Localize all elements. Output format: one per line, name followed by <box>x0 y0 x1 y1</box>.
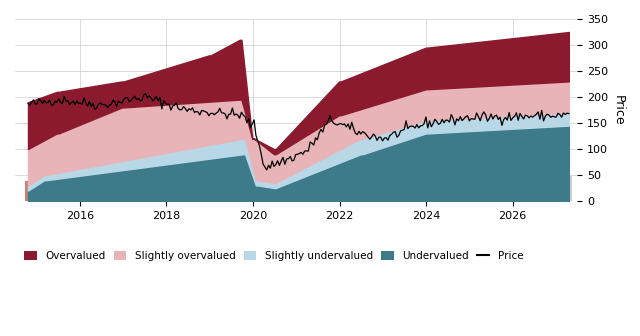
Bar <box>131 176 138 201</box>
Bar <box>513 178 519 201</box>
Legend: Overvalued, Slightly overvalued, Slightly undervalued, Undervalued, Price: Overvalued, Slightly overvalued, Slightl… <box>20 247 527 265</box>
Bar <box>279 180 286 201</box>
Bar <box>35 181 42 201</box>
Bar <box>88 180 95 201</box>
Bar <box>502 177 509 201</box>
Bar <box>417 179 424 201</box>
Bar <box>152 177 159 201</box>
Bar <box>385 177 392 201</box>
Bar <box>534 182 540 201</box>
Bar <box>565 176 572 201</box>
Bar <box>56 176 63 201</box>
Bar <box>353 180 360 201</box>
Bar <box>396 177 403 201</box>
Bar <box>109 180 116 201</box>
Bar <box>374 177 381 201</box>
Bar <box>45 177 52 201</box>
Bar <box>141 179 148 201</box>
Bar <box>470 180 477 201</box>
Bar <box>321 178 328 201</box>
Bar <box>247 183 254 201</box>
Bar <box>481 182 488 201</box>
Bar <box>438 178 445 201</box>
Bar <box>428 182 435 201</box>
Bar <box>332 179 339 201</box>
Bar <box>77 180 84 201</box>
Bar <box>460 176 466 201</box>
Bar <box>237 180 244 201</box>
Bar <box>364 177 371 201</box>
Bar <box>342 180 349 201</box>
Y-axis label: Price: Price <box>612 95 625 125</box>
Bar <box>449 179 456 201</box>
Bar <box>216 180 222 201</box>
Bar <box>544 177 551 201</box>
Bar <box>184 176 191 201</box>
Bar <box>300 175 307 201</box>
Bar <box>290 175 296 201</box>
Bar <box>406 182 413 201</box>
Bar <box>120 175 127 201</box>
Bar <box>205 176 212 201</box>
Bar <box>311 178 318 201</box>
Bar <box>226 176 233 201</box>
Bar <box>555 182 562 201</box>
Bar <box>173 182 180 201</box>
Bar <box>163 177 170 201</box>
Bar <box>523 182 530 201</box>
Bar <box>491 182 498 201</box>
Bar <box>268 182 275 201</box>
Bar <box>99 177 106 201</box>
Bar <box>24 181 31 201</box>
Bar <box>258 176 265 201</box>
Bar <box>194 179 201 201</box>
Bar <box>67 175 74 201</box>
